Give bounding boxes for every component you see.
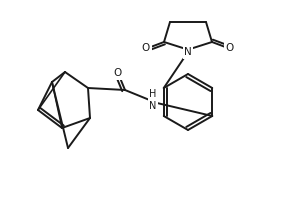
Text: O: O <box>114 68 122 78</box>
Text: O: O <box>142 43 150 53</box>
Text: H
N: H N <box>149 89 157 111</box>
Text: N: N <box>184 47 192 57</box>
Text: O: O <box>226 43 234 53</box>
